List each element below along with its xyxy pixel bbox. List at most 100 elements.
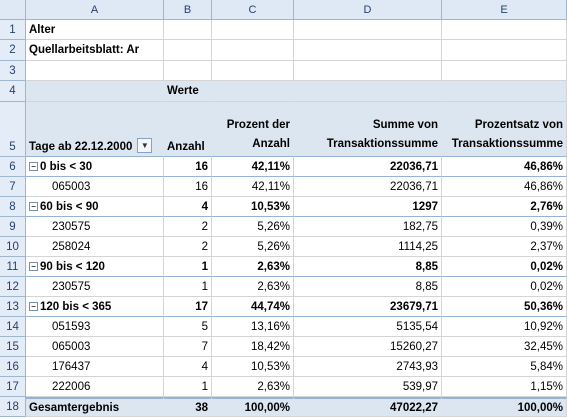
cell-d2[interactable]: [294, 40, 442, 61]
cell-d4[interactable]: [294, 81, 442, 102]
row-header[interactable]: 13: [0, 297, 26, 317]
value-summe[interactable]: 539,97: [294, 377, 442, 397]
value-anzahl[interactable]: 1: [164, 277, 212, 297]
cell-a3[interactable]: [26, 61, 164, 81]
cell-d3[interactable]: [294, 61, 442, 81]
row-header[interactable]: 5: [0, 102, 26, 157]
value-prozent-anzahl[interactable]: 44,74%: [212, 297, 294, 317]
item-label[interactable]: 230575: [26, 217, 164, 237]
value-summe[interactable]: 22036,71: [294, 177, 442, 197]
value-anzahl[interactable]: 5: [164, 317, 212, 337]
row-header[interactable]: 7: [0, 177, 26, 197]
row-header[interactable]: 14: [0, 317, 26, 337]
value-summe[interactable]: 47022,27: [294, 397, 442, 417]
row-header[interactable]: 1: [0, 20, 26, 40]
value-prozent-anzahl[interactable]: 42,11%: [212, 177, 294, 197]
value-prozent-anzahl[interactable]: 18,42%: [212, 337, 294, 357]
value-prozentsatz[interactable]: 10,92%: [442, 317, 567, 337]
collapse-icon[interactable]: −: [29, 162, 38, 171]
cell-b3[interactable]: [164, 61, 212, 81]
column-header-e[interactable]: E: [442, 0, 567, 20]
value-prozentsatz[interactable]: 0,02%: [442, 257, 567, 277]
value-prozentsatz[interactable]: 50,36%: [442, 297, 567, 317]
collapse-icon[interactable]: −: [29, 262, 38, 271]
item-label[interactable]: 222006: [26, 377, 164, 397]
select-all-corner[interactable]: [0, 0, 26, 20]
value-prozent-anzahl[interactable]: 10,53%: [212, 357, 294, 377]
cell-c1[interactable]: [212, 20, 294, 40]
value-prozent-anzahl[interactable]: 2,63%: [212, 257, 294, 277]
collapse-icon[interactable]: −: [29, 202, 38, 211]
value-summe[interactable]: 8,85: [294, 277, 442, 297]
value-anzahl[interactable]: 16: [164, 157, 212, 177]
value-anzahl[interactable]: 38: [164, 397, 212, 417]
collapse-icon[interactable]: −: [29, 302, 38, 311]
row-header[interactable]: 6: [0, 157, 26, 177]
value-prozentsatz[interactable]: 0,02%: [442, 277, 567, 297]
cell-b2[interactable]: [164, 40, 212, 61]
cell-a1[interactable]: Alter: [26, 20, 164, 40]
pivot-row-field-header[interactable]: Tage ab 22.12.2000 ▼: [26, 102, 164, 157]
value-summe[interactable]: 22036,71: [294, 157, 442, 177]
header-prozentsatz-transaktionssumme[interactable]: Prozentsatz von Transaktionssumme: [442, 102, 567, 157]
row-header[interactable]: 2: [0, 40, 26, 61]
value-summe[interactable]: 1297: [294, 197, 442, 217]
row-header[interactable]: 9: [0, 217, 26, 237]
value-anzahl[interactable]: 17: [164, 297, 212, 317]
column-header-b[interactable]: B: [164, 0, 212, 20]
cell-a4[interactable]: [26, 81, 164, 102]
header-summe-transaktionssumme[interactable]: Summe von Transaktionssumme: [294, 102, 442, 157]
value-prozentsatz[interactable]: 0,39%: [442, 217, 567, 237]
item-label[interactable]: 065003: [26, 177, 164, 197]
value-prozentsatz[interactable]: 2,37%: [442, 237, 567, 257]
row-header[interactable]: 16: [0, 357, 26, 377]
value-prozent-anzahl[interactable]: 5,26%: [212, 217, 294, 237]
row-header[interactable]: 15: [0, 337, 26, 357]
cell-d1[interactable]: [294, 20, 442, 40]
value-summe[interactable]: 2743,93: [294, 357, 442, 377]
column-header-c[interactable]: C: [212, 0, 294, 20]
item-label[interactable]: 051593: [26, 317, 164, 337]
cell-c4[interactable]: [212, 81, 294, 102]
row-header[interactable]: 12: [0, 277, 26, 297]
cell-e2[interactable]: [442, 40, 567, 61]
value-anzahl[interactable]: 1: [164, 257, 212, 277]
value-prozentsatz[interactable]: 46,86%: [442, 157, 567, 177]
column-header-d[interactable]: D: [294, 0, 442, 20]
value-anzahl[interactable]: 2: [164, 217, 212, 237]
value-prozent-anzahl[interactable]: 5,26%: [212, 237, 294, 257]
value-summe[interactable]: 15260,27: [294, 337, 442, 357]
item-label[interactable]: 230575: [26, 277, 164, 297]
value-anzahl[interactable]: 7: [164, 337, 212, 357]
value-summe[interactable]: 182,75: [294, 217, 442, 237]
value-prozent-anzahl[interactable]: 13,16%: [212, 317, 294, 337]
value-prozentsatz[interactable]: 32,45%: [442, 337, 567, 357]
value-prozent-anzahl[interactable]: 10,53%: [212, 197, 294, 217]
cell-e4[interactable]: [442, 81, 567, 102]
group-label[interactable]: −120 bis < 365: [26, 297, 164, 317]
column-header-a[interactable]: A: [26, 0, 164, 20]
header-anzahl[interactable]: Anzahl: [164, 102, 212, 157]
row-header[interactable]: 8: [0, 197, 26, 217]
value-prozent-anzahl[interactable]: 2,63%: [212, 277, 294, 297]
row-header[interactable]: 11: [0, 257, 26, 277]
value-prozentsatz[interactable]: 46,86%: [442, 177, 567, 197]
item-label[interactable]: 176437: [26, 357, 164, 377]
value-summe[interactable]: 5135,54: [294, 317, 442, 337]
pivot-values-label[interactable]: Werte: [164, 81, 212, 102]
dropdown-arrow-icon[interactable]: ▼: [137, 138, 153, 153]
cell-a2[interactable]: Quellarbeitsblatt: Ar: [26, 40, 164, 61]
cell-b1[interactable]: [164, 20, 212, 40]
value-anzahl[interactable]: 4: [164, 357, 212, 377]
value-prozentsatz[interactable]: 1,15%: [442, 377, 567, 397]
row-header[interactable]: 10: [0, 237, 26, 257]
value-prozent-anzahl[interactable]: 2,63%: [212, 377, 294, 397]
row-header[interactable]: 17: [0, 377, 26, 397]
group-label[interactable]: −60 bis < 90: [26, 197, 164, 217]
cell-e1[interactable]: [442, 20, 567, 40]
group-label[interactable]: −90 bis < 120: [26, 257, 164, 277]
item-label[interactable]: 065003: [26, 337, 164, 357]
value-anzahl[interactable]: 2: [164, 237, 212, 257]
cell-c2[interactable]: [212, 40, 294, 61]
value-prozent-anzahl[interactable]: 42,11%: [212, 157, 294, 177]
